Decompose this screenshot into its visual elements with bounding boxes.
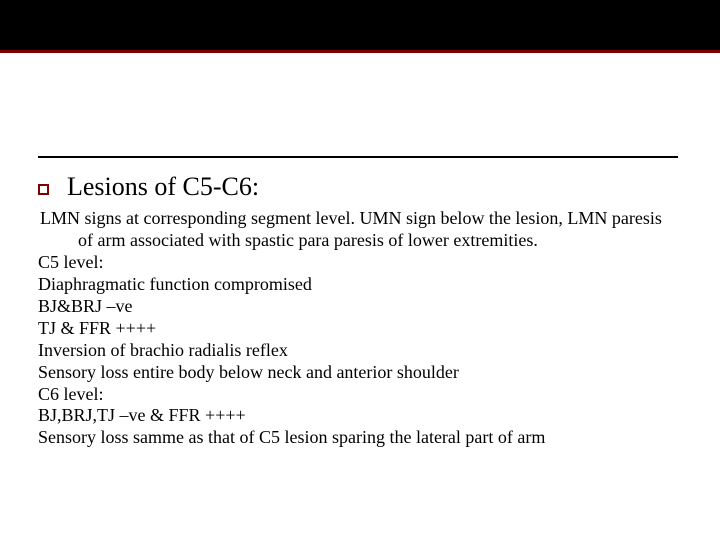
- body-line-8: BJ,BRJ,TJ –ve & FFR ++++: [38, 405, 680, 427]
- header-accent-line: [0, 50, 720, 53]
- body-line-4: TJ & FFR ++++: [38, 318, 680, 340]
- body-line-7: C6 level:: [38, 384, 680, 406]
- square-bullet-icon: [38, 184, 49, 195]
- body-line-3: BJ&BRJ –ve: [38, 296, 680, 318]
- body-line-1: C5 level:: [38, 252, 680, 274]
- header-bar: [0, 0, 720, 50]
- heading-row: Lesions of C5-C6:: [38, 172, 680, 202]
- body-line-6: Sensory loss entire body below neck and …: [38, 362, 680, 384]
- body-line-0: LMN signs at corresponding segment level…: [38, 208, 680, 252]
- title-underline: [38, 156, 678, 158]
- body-line-2: Diaphragmatic function compromised: [38, 274, 680, 296]
- body-line-5: Inversion of brachio radialis reflex: [38, 340, 680, 362]
- slide-heading: Lesions of C5-C6:: [67, 172, 259, 202]
- slide-content: Lesions of C5-C6: LMN signs at correspon…: [38, 172, 680, 449]
- body-line-9: Sensory loss samme as that of C5 lesion …: [38, 427, 680, 449]
